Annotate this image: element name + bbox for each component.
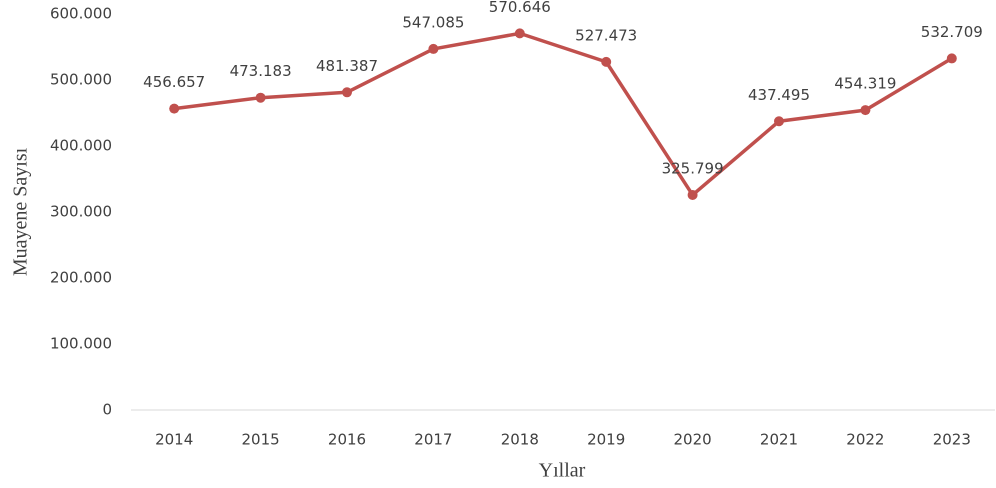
data-point [428, 43, 439, 54]
x-tick-label: 2018 [501, 431, 539, 449]
y-tick-label: 0 [102, 401, 112, 419]
y-tick-label: 300.000 [50, 203, 112, 221]
data-label: 532.709 [921, 23, 983, 41]
x-tick-label: 2014 [155, 431, 193, 449]
data-label: 547.085 [402, 13, 464, 31]
data-label: 454.319 [834, 75, 896, 93]
data-label: 570.646 [489, 0, 551, 16]
y-tick-label: 500.000 [50, 71, 112, 89]
data-point [255, 92, 266, 103]
x-axis-label: Yıllar [539, 460, 586, 482]
data-point [342, 87, 352, 98]
data-point [169, 103, 180, 114]
y-tick-label: 200.000 [50, 269, 112, 287]
data-point [601, 56, 612, 67]
x-tick-label: 2020 [674, 431, 712, 449]
data-point [860, 105, 871, 116]
x-tick-label: 2017 [414, 431, 452, 449]
x-tick-label: 2023 [933, 431, 971, 449]
data-point [514, 28, 525, 39]
data-label: 437.495 [748, 86, 810, 104]
y-axis-label: Muayene Sayısı [10, 147, 32, 276]
x-tick-label: 2019 [587, 431, 625, 449]
y-tick-label: 100.000 [50, 335, 112, 353]
y-tick-label: 400.000 [50, 137, 112, 155]
data-label: 473.183 [230, 62, 292, 80]
x-tick-label: 2021 [760, 431, 798, 449]
data-label: 481.387 [316, 57, 378, 75]
data-label: 456.657 [143, 73, 205, 91]
x-tick-label: 2015 [242, 431, 280, 449]
data-point [774, 116, 784, 127]
y-tick-label: 600.000 [50, 5, 112, 23]
data-label: 527.473 [575, 26, 637, 44]
series-line [173, 31, 953, 197]
x-tick-label: 2022 [846, 431, 884, 449]
data-point [687, 189, 698, 200]
x-tick-label: 2016 [328, 431, 366, 449]
data-point [946, 53, 957, 64]
data-label: 325.799 [662, 159, 724, 177]
